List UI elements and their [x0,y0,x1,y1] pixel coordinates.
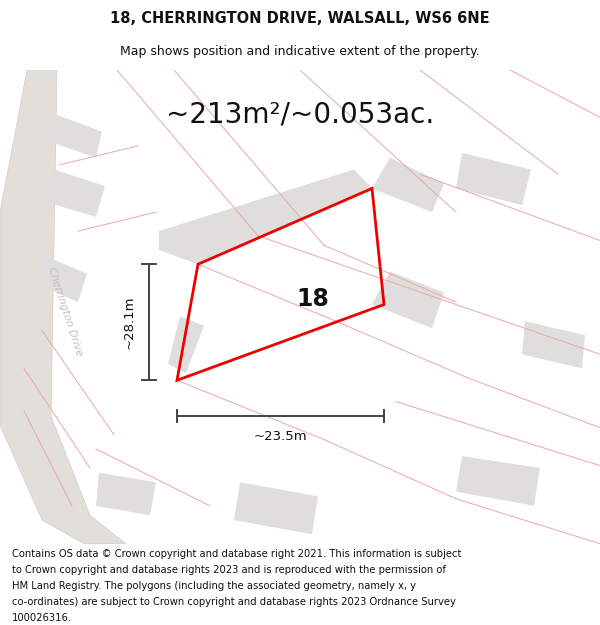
Text: ~213m²/~0.053ac.: ~213m²/~0.053ac. [166,101,434,129]
Polygon shape [168,316,204,373]
Polygon shape [522,321,585,369]
Polygon shape [48,169,105,217]
Text: Cherrington Drive: Cherrington Drive [46,266,84,358]
Polygon shape [372,158,444,212]
Polygon shape [159,169,372,264]
Polygon shape [0,70,126,544]
Polygon shape [372,271,444,328]
Polygon shape [234,482,318,534]
Text: 100026316.: 100026316. [12,612,72,622]
Polygon shape [456,456,540,506]
Text: ~28.1m: ~28.1m [122,296,136,349]
Polygon shape [36,255,87,302]
Text: HM Land Registry. The polygons (including the associated geometry, namely x, y: HM Land Registry. The polygons (includin… [12,581,416,591]
Polygon shape [456,153,531,205]
Polygon shape [48,112,102,158]
Text: 18: 18 [296,287,329,311]
Text: Contains OS data © Crown copyright and database right 2021. This information is : Contains OS data © Crown copyright and d… [12,549,461,559]
Text: 18, CHERRINGTON DRIVE, WALSALL, WS6 6NE: 18, CHERRINGTON DRIVE, WALSALL, WS6 6NE [110,11,490,26]
Text: ~23.5m: ~23.5m [254,430,307,443]
Text: co-ordinates) are subject to Crown copyright and database rights 2023 Ordnance S: co-ordinates) are subject to Crown copyr… [12,597,456,607]
Polygon shape [96,472,156,516]
Text: Map shows position and indicative extent of the property.: Map shows position and indicative extent… [120,45,480,58]
Text: to Crown copyright and database rights 2023 and is reproduced with the permissio: to Crown copyright and database rights 2… [12,565,446,575]
